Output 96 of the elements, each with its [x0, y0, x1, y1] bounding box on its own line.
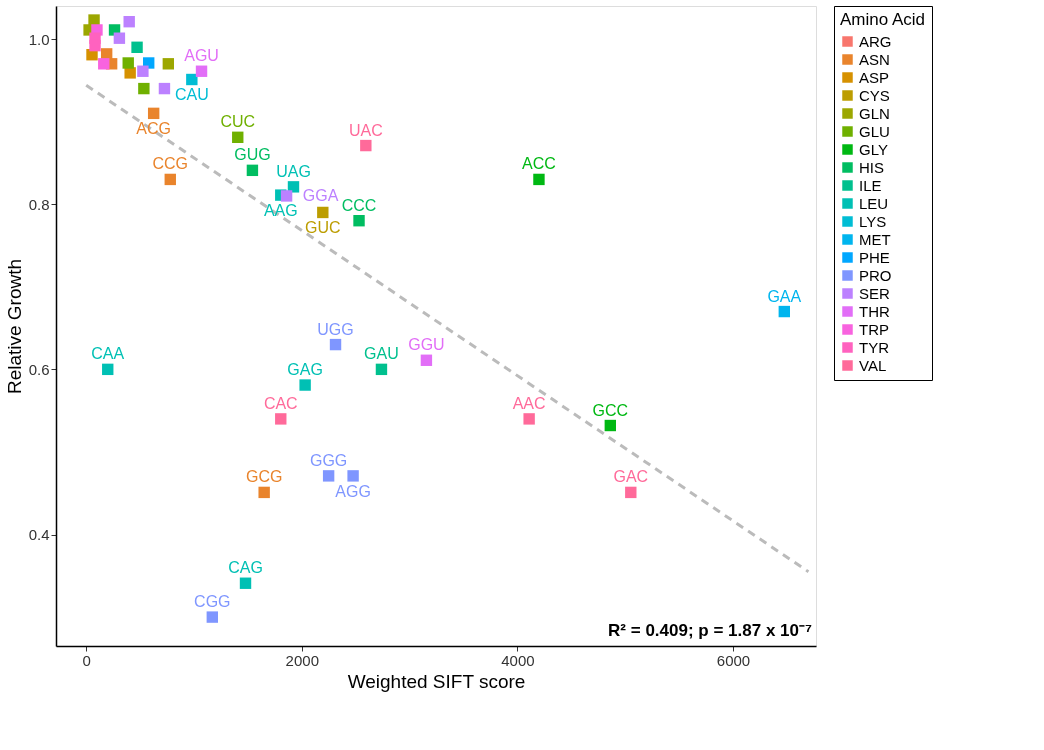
annotation: GUG — [234, 146, 271, 164]
legend-label: GLU — [859, 122, 890, 140]
point — [778, 305, 791, 318]
annotation: UAG — [276, 162, 311, 180]
point — [299, 379, 311, 391]
point — [604, 419, 617, 432]
point — [533, 173, 545, 186]
x-tick-label: 0 — [82, 651, 91, 669]
point — [280, 190, 293, 202]
point — [147, 107, 160, 120]
legend-label: VAL — [859, 356, 887, 374]
point — [162, 58, 175, 70]
point — [138, 82, 150, 95]
point — [131, 41, 143, 53]
legend-label: PHE — [859, 248, 890, 266]
point — [523, 413, 535, 425]
point — [102, 363, 114, 376]
point — [123, 15, 135, 28]
legend-label: CYS — [859, 86, 890, 104]
point — [322, 470, 335, 482]
point — [360, 139, 372, 152]
point — [317, 206, 329, 219]
legend-label: ASN — [859, 50, 890, 68]
annotation: UAC — [348, 121, 383, 139]
y-axis-title: Relative Growth — [3, 258, 25, 395]
x-tick-label: 2000 — [285, 651, 319, 669]
annotation: AAC — [512, 394, 546, 412]
annotation: CCG — [152, 155, 189, 173]
point — [232, 131, 244, 143]
point — [287, 181, 300, 193]
point — [353, 215, 365, 227]
annotation: GUC — [305, 219, 341, 237]
y-tick-label: 0.6 — [28, 360, 50, 378]
legend-label: TYR — [859, 338, 890, 356]
point — [98, 58, 110, 70]
annotation: GAA — [767, 287, 802, 305]
legend-label: GLY — [859, 140, 888, 158]
annotation: R² = 0.409; p = 1.87 x 10⁻⁷ — [608, 621, 812, 640]
legend-label: MET — [859, 230, 891, 248]
legend-title: Amino Acid — [840, 10, 926, 29]
y-tick-label: 0.4 — [28, 526, 50, 544]
x-tick-label: 4000 — [501, 651, 535, 669]
legend-label: GLN — [859, 104, 890, 122]
point — [186, 73, 198, 86]
point — [239, 577, 252, 589]
point — [158, 82, 171, 95]
annotation: CAU — [174, 86, 209, 104]
point — [258, 486, 270, 499]
point — [375, 363, 388, 376]
annotation: AGU — [184, 47, 219, 65]
annotation: CCC — [341, 196, 377, 214]
point — [164, 173, 176, 186]
annotation: GCG — [245, 468, 283, 486]
annotation: UGG — [317, 320, 354, 338]
legend-label: TRP — [859, 320, 889, 338]
legend-label: ARG — [859, 32, 892, 50]
annotation: AAG — [263, 202, 298, 220]
point — [347, 470, 359, 482]
annotation: CAC — [263, 394, 298, 412]
point — [122, 57, 134, 69]
point — [625, 486, 637, 499]
legend-label: SER — [859, 284, 891, 302]
point — [89, 39, 101, 52]
annotation: AGG — [335, 482, 371, 500]
annotation: GCC — [592, 401, 629, 419]
annotation: GGU — [408, 336, 445, 354]
legend-label: LEU — [859, 194, 889, 212]
x-axis-title: Weighted SIFT score — [347, 670, 526, 692]
x-tick-label: 6000 — [716, 651, 751, 669]
annotation: CUC — [220, 113, 256, 131]
annotation: CGG — [194, 593, 231, 611]
annotation: GAG — [287, 361, 323, 379]
legend-label: HIS — [859, 158, 885, 176]
point — [246, 164, 259, 177]
point — [420, 354, 433, 366]
point — [329, 338, 342, 351]
annotation: CAG — [228, 559, 263, 577]
legend-label: PRO — [859, 266, 892, 284]
point — [137, 65, 149, 77]
point — [113, 32, 126, 44]
annotation: GAU — [364, 345, 399, 363]
annotation: GGA — [302, 186, 339, 204]
y-tick-label: 1.0 — [28, 30, 50, 48]
y-tick-label: 0.8 — [28, 195, 50, 213]
legend-label: THR — [859, 302, 890, 320]
annotation: GGG — [309, 451, 348, 469]
annotation: CAA — [91, 345, 125, 363]
annotation: ACG — [136, 120, 171, 138]
point — [206, 611, 219, 623]
annotation: ACC — [522, 155, 556, 173]
point — [195, 65, 208, 77]
legend-label: ASP — [859, 68, 890, 86]
legend-label: ILE — [859, 176, 882, 194]
annotation: GAC — [613, 468, 649, 486]
legend-label: LYS — [859, 212, 887, 230]
point — [275, 413, 287, 425]
